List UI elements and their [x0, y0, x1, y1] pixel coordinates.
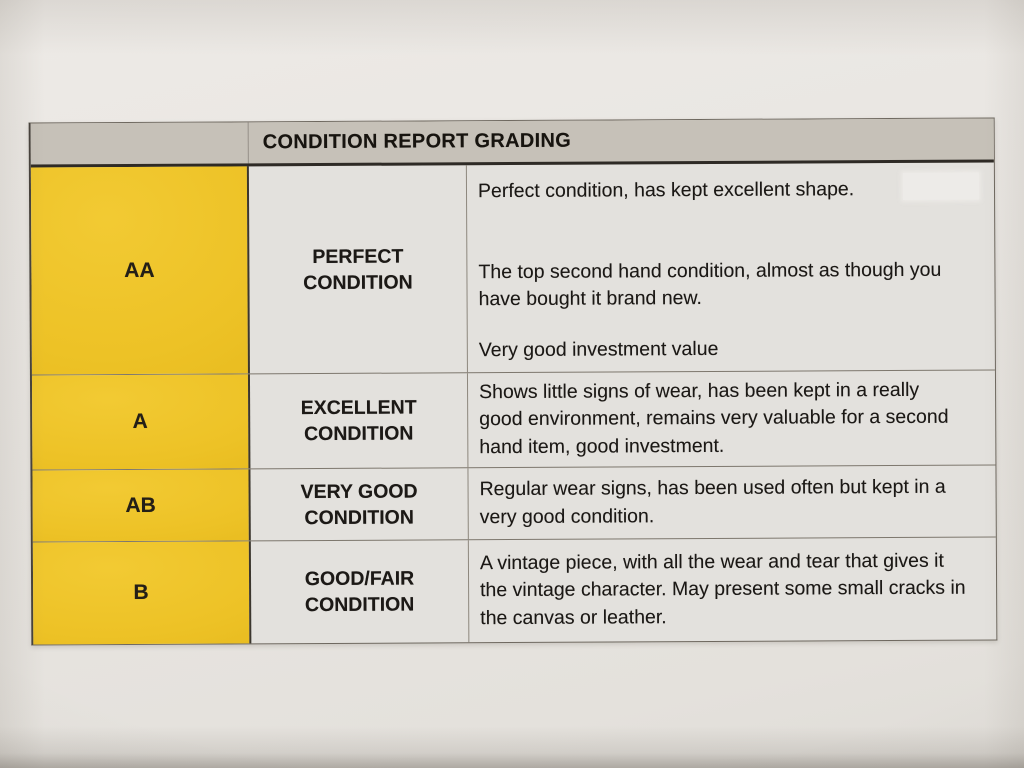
description-cell: Regular wear signs, has been used often … [468, 465, 995, 539]
description-paragraph: Very good investment value [478, 337, 719, 361]
condition-cell: GOOD/FAIR CONDITION [250, 540, 470, 644]
description-paragraph: The top second hand condition, almost as… [478, 258, 942, 311]
description-cell: Perfect condition, has kept excellent sh… [467, 162, 995, 372]
grade-cell: A [31, 374, 251, 470]
table-row: AB VERY GOOD CONDITION Regular wear sign… [32, 464, 996, 542]
grade-cell: AA [30, 166, 250, 375]
table-row: AA PERFECT CONDITION Perfect condition, … [30, 162, 995, 375]
description-paragraph: Perfect condition, has kept excellent sh… [477, 178, 855, 203]
description-cell: Shows little signs of wear, has been kep… [468, 370, 995, 467]
description-cell: A vintage piece, with all the wear and t… [469, 537, 997, 642]
condition-cell: EXCELLENT CONDITION [249, 373, 469, 469]
description-paragraph: Regular wear signs, has been used often … [479, 475, 946, 528]
grade-cell: B [32, 541, 252, 645]
grade-cell: AB [32, 469, 251, 542]
description-paragraph: A vintage piece, with all the wear and t… [479, 549, 966, 629]
table-row: B GOOD/FAIR CONDITION A vintage piece, w… [32, 536, 997, 645]
condition-grading-table: CONDITION REPORT GRADING AA PERFECT COND… [28, 117, 998, 646]
table-row: A EXCELLENT CONDITION Shows little signs… [31, 369, 996, 470]
whiteout-patch [902, 172, 980, 200]
description-paragraph: Shows little signs of wear, has been kep… [478, 378, 949, 458]
condition-cell: VERY GOOD CONDITION [250, 468, 469, 541]
table-header-row: CONDITION REPORT GRADING [30, 118, 994, 168]
header-spacer-cell [30, 122, 249, 165]
condition-cell: PERFECT CONDITION [248, 165, 468, 374]
table-title: CONDITION REPORT GRADING [262, 129, 572, 154]
